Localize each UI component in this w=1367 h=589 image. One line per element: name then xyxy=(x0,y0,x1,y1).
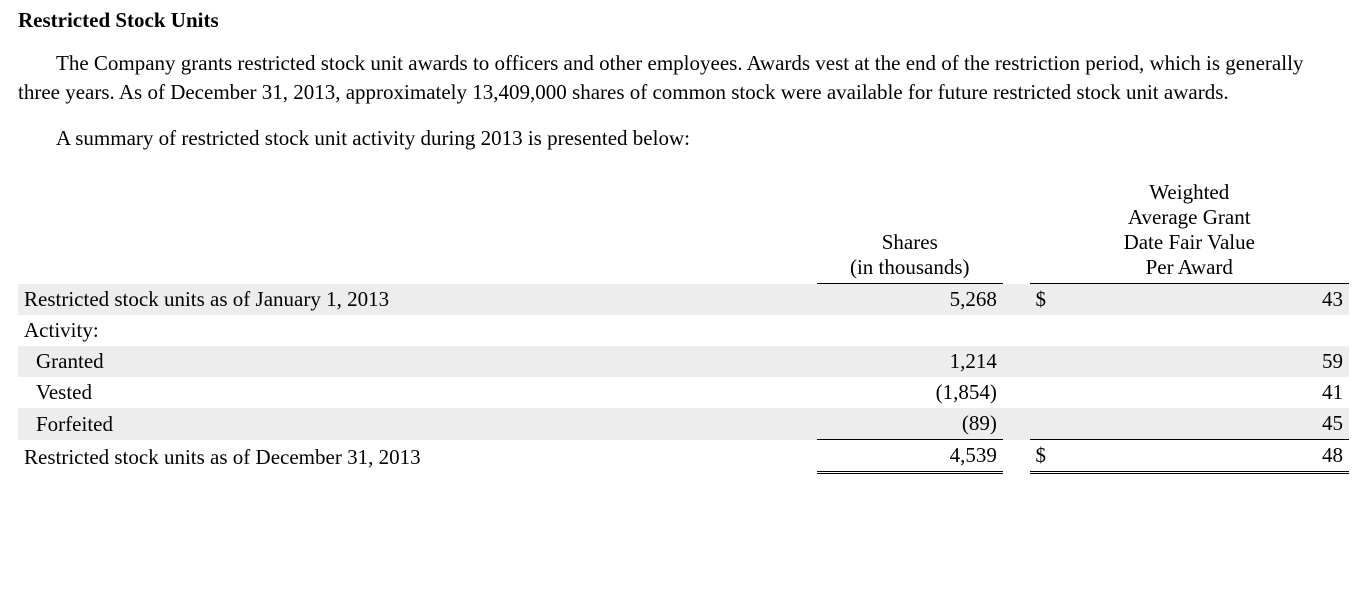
cell-label: Forfeited xyxy=(18,408,817,440)
cell-label: Granted xyxy=(18,346,817,377)
cell-shares: 5,268 xyxy=(817,284,1003,316)
col-header-fv-line2: Average Grant xyxy=(1128,205,1251,229)
cell-currency: $ xyxy=(1030,440,1083,473)
cell-fair-value: 59 xyxy=(1083,346,1349,377)
col-header-fv-line4: Per Award xyxy=(1146,255,1233,279)
cell-fair-value: 41 xyxy=(1083,377,1349,408)
cell-label: Activity: xyxy=(18,315,817,346)
cell-shares: 4,539 xyxy=(817,440,1003,473)
col-header-shares: Shares (in thousands) xyxy=(817,177,1003,284)
cell-label: Vested xyxy=(18,377,817,408)
cell-fair-value: 43 xyxy=(1083,284,1349,316)
col-header-shares-line2: (in thousands) xyxy=(850,255,970,279)
row-activity-header: Activity: xyxy=(18,315,1349,346)
col-header-fv-line3: Date Fair Value xyxy=(1124,230,1255,254)
cell-label: Restricted stock units as of December 31… xyxy=(18,440,817,473)
paragraph-table-lead: A summary of restricted stock unit activ… xyxy=(18,124,1349,153)
row-forfeited: Forfeited (89) 45 xyxy=(18,408,1349,440)
cell-fair-value: 48 xyxy=(1083,440,1349,473)
row-vested: Vested (1,854) 41 xyxy=(18,377,1349,408)
header-spacer xyxy=(18,177,817,284)
col-header-shares-line1: Shares xyxy=(882,230,938,254)
cell-shares: (89) xyxy=(817,408,1003,440)
header-gap xyxy=(1003,177,1030,284)
row-granted: Granted 1,214 59 xyxy=(18,346,1349,377)
paragraph-intro: The Company grants restricted stock unit… xyxy=(18,49,1349,108)
cell-fair-value: 45 xyxy=(1083,408,1349,440)
col-header-fv-line1: Weighted xyxy=(1149,180,1229,204)
cell-shares: 1,214 xyxy=(817,346,1003,377)
col-header-fair-value: Weighted Average Grant Date Fair Value P… xyxy=(1030,177,1349,284)
row-opening-balance: Restricted stock units as of January 1, … xyxy=(18,284,1349,316)
cell-shares: (1,854) xyxy=(817,377,1003,408)
cell-label: Restricted stock units as of January 1, … xyxy=(18,284,817,316)
row-closing-balance: Restricted stock units as of December 31… xyxy=(18,440,1349,473)
section-heading: Restricted Stock Units xyxy=(18,8,1349,33)
cell-currency: $ xyxy=(1030,284,1083,316)
rsu-activity-table: Shares (in thousands) Weighted Average G… xyxy=(18,177,1349,474)
